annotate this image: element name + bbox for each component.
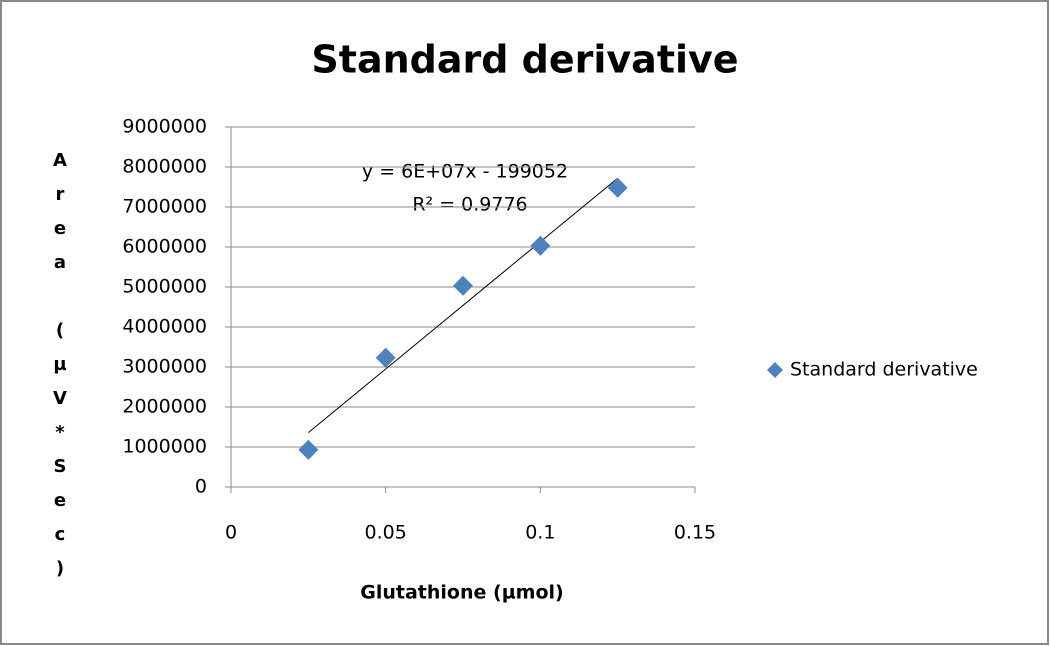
x-tick-label: 0.1 (525, 522, 555, 544)
trend-equation: y = 6E+07x - 199052 (362, 161, 568, 183)
trend-r-squared: R² = 0.9776 (412, 194, 527, 216)
y-tick-label: 6000000 (122, 236, 207, 258)
legend-label: Standard derivative (790, 359, 978, 381)
x-tick-label: 0.05 (365, 522, 407, 544)
y-tick-label: 9000000 (122, 116, 207, 138)
y-tick-label: 0 (195, 476, 207, 498)
point (298, 439, 319, 460)
trendline (308, 177, 618, 433)
legend-marker (767, 362, 783, 378)
y-tick-label: 2000000 (122, 396, 207, 418)
y-tick-label: 7000000 (122, 196, 207, 218)
point (607, 177, 628, 198)
point (375, 347, 396, 368)
y-tick-label: 5000000 (122, 276, 207, 298)
x-axis-title: Glutathione (µmol) (360, 582, 563, 604)
point (530, 235, 551, 256)
y-tick-label: 1000000 (122, 436, 207, 458)
y-axis-title: Area (µV*Sec) (50, 150, 71, 592)
x-tick-label: 0 (225, 522, 237, 544)
point (453, 275, 473, 296)
chart-title: Standard derivative (311, 38, 738, 82)
y-tick-label: 3000000 (122, 356, 207, 378)
y-tick-label: 8000000 (122, 156, 207, 178)
y-tick-label: 4000000 (122, 316, 207, 338)
x-tick-label: 0.15 (674, 522, 716, 544)
